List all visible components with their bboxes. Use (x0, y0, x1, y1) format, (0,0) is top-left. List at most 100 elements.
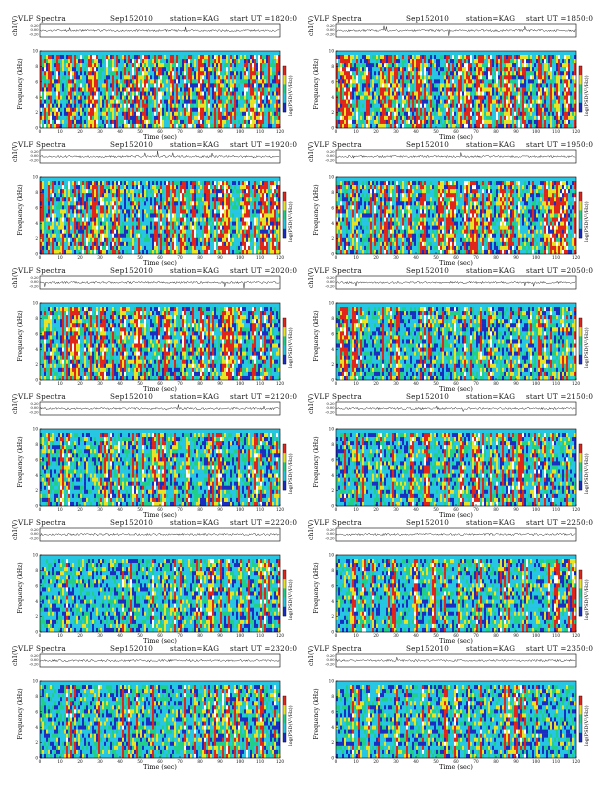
waveform-trace (335, 280, 576, 287)
y-axis-label: Frequency (kHz) (313, 688, 320, 739)
waveform-tick-label: 0.00 (30, 280, 39, 284)
x-tick-label: 50 (433, 129, 439, 134)
y-axis-label: Frequency (kHz) (313, 58, 320, 109)
y-tick-label: 0 (331, 126, 334, 131)
x-tick-label: 80 (197, 759, 203, 764)
panel-title-line: VLF Spectra Sep152010 station=KAG start UT … (314, 518, 593, 528)
colorbar-swatch (283, 93, 286, 103)
panel-title-line: VLF Spectra Sep152010 station=KAG start UT … (314, 392, 593, 402)
waveform-frame (39, 527, 281, 542)
waveform-trace (39, 404, 280, 411)
x-tick-label: 90 (217, 381, 223, 386)
colorbar-swatch (579, 345, 582, 355)
x-tick-label: 110 (256, 129, 264, 134)
y-tick-label: 0 (331, 504, 334, 509)
panel-station: station=KAG (170, 14, 219, 23)
panel-title-line: VLF Spectra Sep152010 station=KAG start UT … (314, 14, 593, 24)
x-tick-label: 90 (513, 129, 519, 134)
x-tick-label: 90 (217, 759, 223, 764)
y-tick-label: 4 (35, 473, 38, 478)
x-tick-label: 0 (335, 129, 338, 134)
panel-plot: ch1(V) 0.200.00-0.20 0 2 4 6 8 10 Frequency (kHz… (12, 520, 294, 645)
y-tick-label: 2 (331, 110, 334, 115)
x-tick-label: 20 (373, 507, 379, 512)
x-tick-label: 0 (39, 759, 42, 764)
y-tick-label: 10 (33, 553, 39, 558)
y-tick-label: 0 (331, 756, 334, 761)
x-tick-label: 20 (77, 129, 83, 134)
colorbar-label: log(PSD(V²/Hz)) (583, 453, 590, 494)
spectrogram-panel: VLF Spectra Sep152010 station=KAG start UT … (308, 14, 593, 141)
colorbar-swatch (579, 723, 582, 733)
y-tick-label: 0 (35, 630, 38, 635)
y-tick-label: 6 (331, 331, 334, 336)
y-tick-label: 6 (331, 583, 334, 588)
y-axis-label: Frequency (kHz) (313, 436, 320, 487)
panel-date: Sep152010 (406, 644, 449, 653)
colorbar-label: log(PSD(V²/Hz)) (287, 201, 294, 242)
x-tick-label: 20 (77, 381, 83, 386)
waveform-ylabel: ch1(V) (12, 268, 19, 288)
x-tick-label: 80 (493, 255, 499, 260)
colorbar-swatch (579, 606, 582, 617)
waveform-tick-label: -0.20 (29, 411, 39, 415)
colorbar-swatch (579, 102, 582, 113)
x-axis-label: Time (sec) (143, 511, 177, 519)
x-tick-label: 50 (433, 633, 439, 638)
colorbar-swatch (283, 696, 286, 706)
waveform-ylabel: ch1(V) (12, 520, 19, 540)
x-tick-label: 50 (137, 507, 143, 512)
x-tick-label: 10 (57, 129, 63, 134)
colorbar-frame (578, 65, 583, 113)
spectrogram-panel: VLF Spectra Sep152010 station=KAG start UT … (308, 644, 593, 771)
panel-station: station=KAG (170, 392, 219, 401)
y-tick-label: 2 (35, 236, 38, 241)
x-tick-label: 90 (513, 759, 519, 764)
panel-title: VLF Spectra (314, 392, 362, 401)
panel-date: Sep152010 (110, 392, 153, 401)
waveform-tick-label: 0.20 (326, 402, 335, 406)
waveform-trace (39, 532, 280, 537)
x-tick-label: 40 (117, 129, 123, 134)
x-axis-label: Time (sec) (439, 637, 473, 645)
waveform-tick-label: -0.20 (325, 159, 335, 163)
panel-title: VLF Spectra (18, 266, 66, 275)
colorbar-swatch (283, 597, 286, 607)
colorbar-swatch (283, 102, 286, 113)
colorbar-swatch (283, 192, 286, 202)
panel-plot: ch1(V) 0.200.00-0.20 0 2 4 6 8 10 Frequency (kHz… (12, 268, 294, 393)
colorbar-swatch (283, 480, 286, 491)
waveform-tick-label: -0.20 (325, 285, 335, 289)
waveform-trace (335, 656, 576, 663)
colorbar-frame (578, 569, 583, 617)
x-tick-label: 50 (137, 633, 143, 638)
x-tick-label: 110 (552, 507, 560, 512)
waveform-tick-label: 0.20 (326, 150, 335, 154)
y-tick-label: 0 (331, 252, 334, 257)
y-tick-label: 8 (331, 442, 334, 447)
x-tick-label: 110 (552, 759, 560, 764)
x-tick-label: 60 (453, 507, 459, 512)
x-tick-label: 40 (413, 381, 419, 386)
x-tick-label: 120 (572, 759, 580, 764)
colorbar-swatch (579, 210, 582, 220)
x-axis-label: Time (sec) (143, 637, 177, 645)
y-tick-label: 10 (33, 301, 39, 306)
x-tick-label: 40 (117, 507, 123, 512)
colorbar-frame (578, 695, 583, 743)
panel-title: VLF Spectra (18, 518, 66, 527)
y-axis-label: Frequency (kHz) (313, 310, 320, 361)
panel-title-line: VLF Spectra Sep152010 station=KAG start UT … (314, 140, 593, 150)
x-tick-label: 10 (353, 381, 359, 386)
colorbar-label: log(PSD(V²/Hz)) (583, 75, 590, 116)
panel-start: start UT =1850:0 (526, 14, 593, 23)
y-tick-label: 4 (331, 725, 334, 730)
x-tick-label: 70 (473, 255, 479, 260)
x-tick-label: 100 (532, 129, 540, 134)
x-tick-label: 0 (39, 255, 42, 260)
x-tick-label: 80 (197, 129, 203, 134)
y-tick-label: 6 (331, 457, 334, 462)
x-tick-label: 60 (157, 381, 163, 386)
panel-title-line: VLF Spectra Sep152010 station=KAG start UT … (18, 14, 297, 24)
waveform-tick-label: -0.20 (325, 663, 335, 667)
